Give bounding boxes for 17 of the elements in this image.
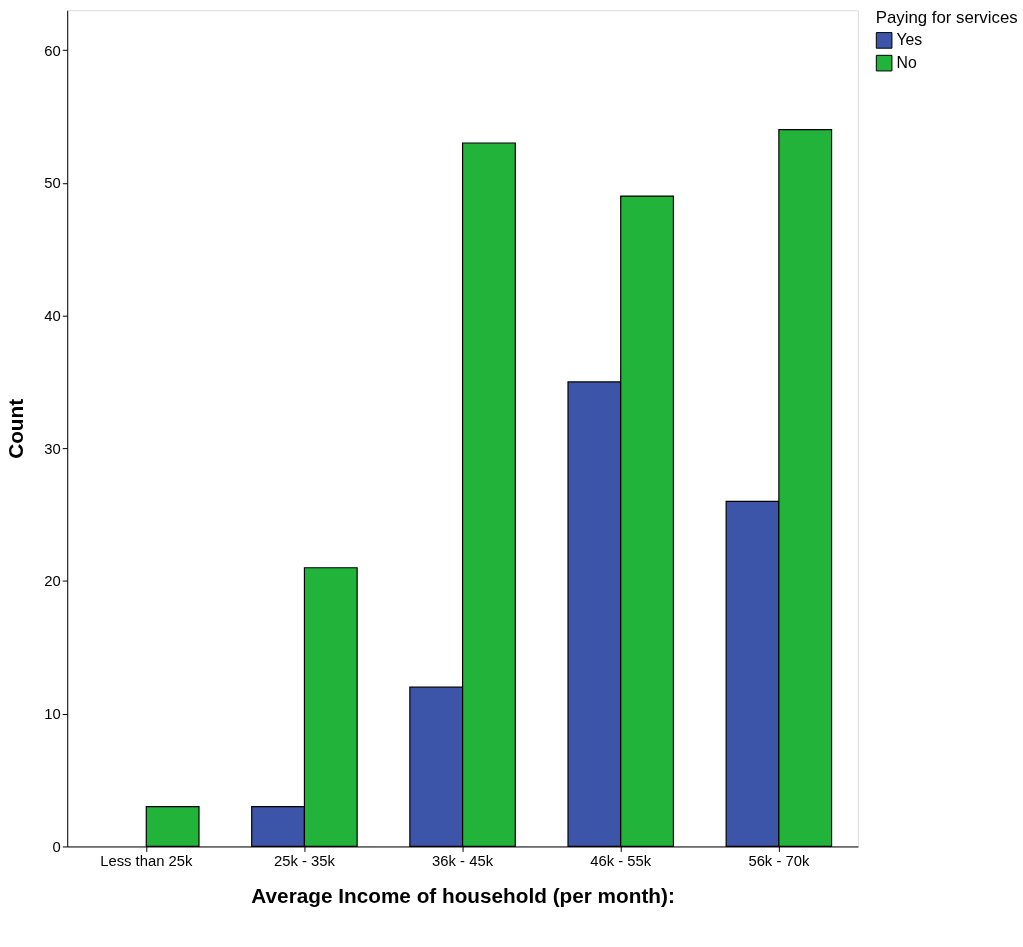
x-tick-label: 25k - 35k xyxy=(273,852,336,869)
y-axis-title: Count xyxy=(3,398,27,459)
y-tick-label: 20 xyxy=(44,573,61,590)
y-tick-label: 30 xyxy=(44,440,61,457)
y-tick-label: 0 xyxy=(52,838,61,855)
y-tick-label: 10 xyxy=(44,706,61,723)
legend-label: No xyxy=(896,54,917,72)
x-tick-label: 46k - 55k xyxy=(590,852,652,869)
legend-title: Paying for services xyxy=(875,8,1018,28)
y-tick-label: 50 xyxy=(44,175,61,192)
x-tick-label: 56k - 70k xyxy=(748,852,810,869)
x-tick-label: 36k - 45k xyxy=(432,852,494,869)
legend-label: Yes xyxy=(896,31,923,49)
y-tick-label: 40 xyxy=(44,307,61,324)
x-axis-title: Average Income of household (per month): xyxy=(251,884,675,908)
x-tick-label: Less than 25k xyxy=(100,852,193,869)
y-tick-label: 60 xyxy=(44,42,61,59)
